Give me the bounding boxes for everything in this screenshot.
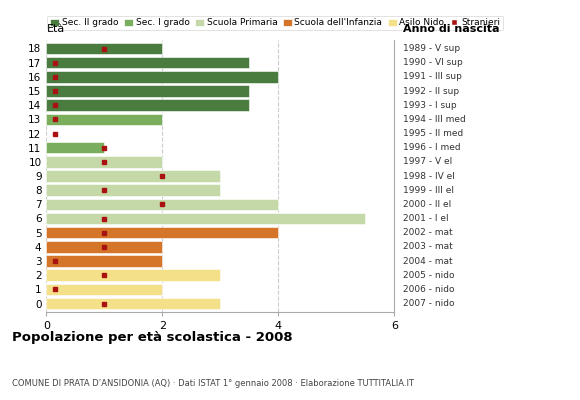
Bar [46, 184, 220, 196]
Text: 2003 - mat: 2003 - mat [403, 242, 453, 251]
Text: 1990 - VI sup: 1990 - VI sup [403, 58, 463, 67]
Text: 1994 - III med: 1994 - III med [403, 115, 466, 124]
Text: 1992 - II sup: 1992 - II sup [403, 86, 459, 96]
Text: 1995 - II med: 1995 - II med [403, 129, 463, 138]
Bar [46, 43, 162, 54]
Bar [46, 142, 104, 154]
Bar [46, 269, 220, 281]
Text: 1993 - I sup: 1993 - I sup [403, 101, 456, 110]
Text: 1998 - IV el: 1998 - IV el [403, 172, 455, 180]
Bar [46, 71, 278, 83]
Text: 1999 - III el: 1999 - III el [403, 186, 454, 195]
Bar [46, 241, 162, 253]
Bar [46, 284, 162, 295]
Text: 1991 - III sup: 1991 - III sup [403, 72, 462, 81]
Text: 2001 - I el: 2001 - I el [403, 214, 449, 223]
Text: COMUNE DI PRATA D’ANSIDONIA (AQ) · Dati ISTAT 1° gennaio 2008 · Elaborazione TUT: COMUNE DI PRATA D’ANSIDONIA (AQ) · Dati … [12, 379, 414, 388]
Text: 2002 - mat: 2002 - mat [403, 228, 453, 237]
Text: 1989 - V sup: 1989 - V sup [403, 44, 460, 53]
Bar [46, 99, 249, 111]
Bar [46, 156, 162, 168]
Bar [46, 298, 220, 309]
Bar [46, 85, 249, 97]
Legend: Sec. II grado, Sec. I grado, Scuola Primaria, Scuola dell'Infanzia, Asilo Nido, : Sec. II grado, Sec. I grado, Scuola Prim… [48, 16, 503, 30]
Text: 2000 - II el: 2000 - II el [403, 200, 451, 209]
Bar [46, 114, 162, 125]
Text: 2005 - nido: 2005 - nido [403, 271, 455, 280]
Text: 2004 - mat: 2004 - mat [403, 256, 453, 266]
Bar [46, 198, 278, 210]
Text: Anno di nascita: Anno di nascita [403, 24, 499, 34]
Bar [46, 227, 278, 238]
Text: 2006 - nido: 2006 - nido [403, 285, 455, 294]
Bar [46, 255, 162, 267]
Bar [46, 57, 249, 68]
Text: 1996 - I med: 1996 - I med [403, 143, 461, 152]
Text: 1997 - V el: 1997 - V el [403, 157, 452, 166]
Bar [46, 170, 220, 182]
Bar [46, 213, 365, 224]
Text: Età: Età [46, 24, 64, 34]
Text: Popolazione per età scolastica - 2008: Popolazione per età scolastica - 2008 [12, 331, 292, 344]
Text: 2007 - nido: 2007 - nido [403, 299, 455, 308]
